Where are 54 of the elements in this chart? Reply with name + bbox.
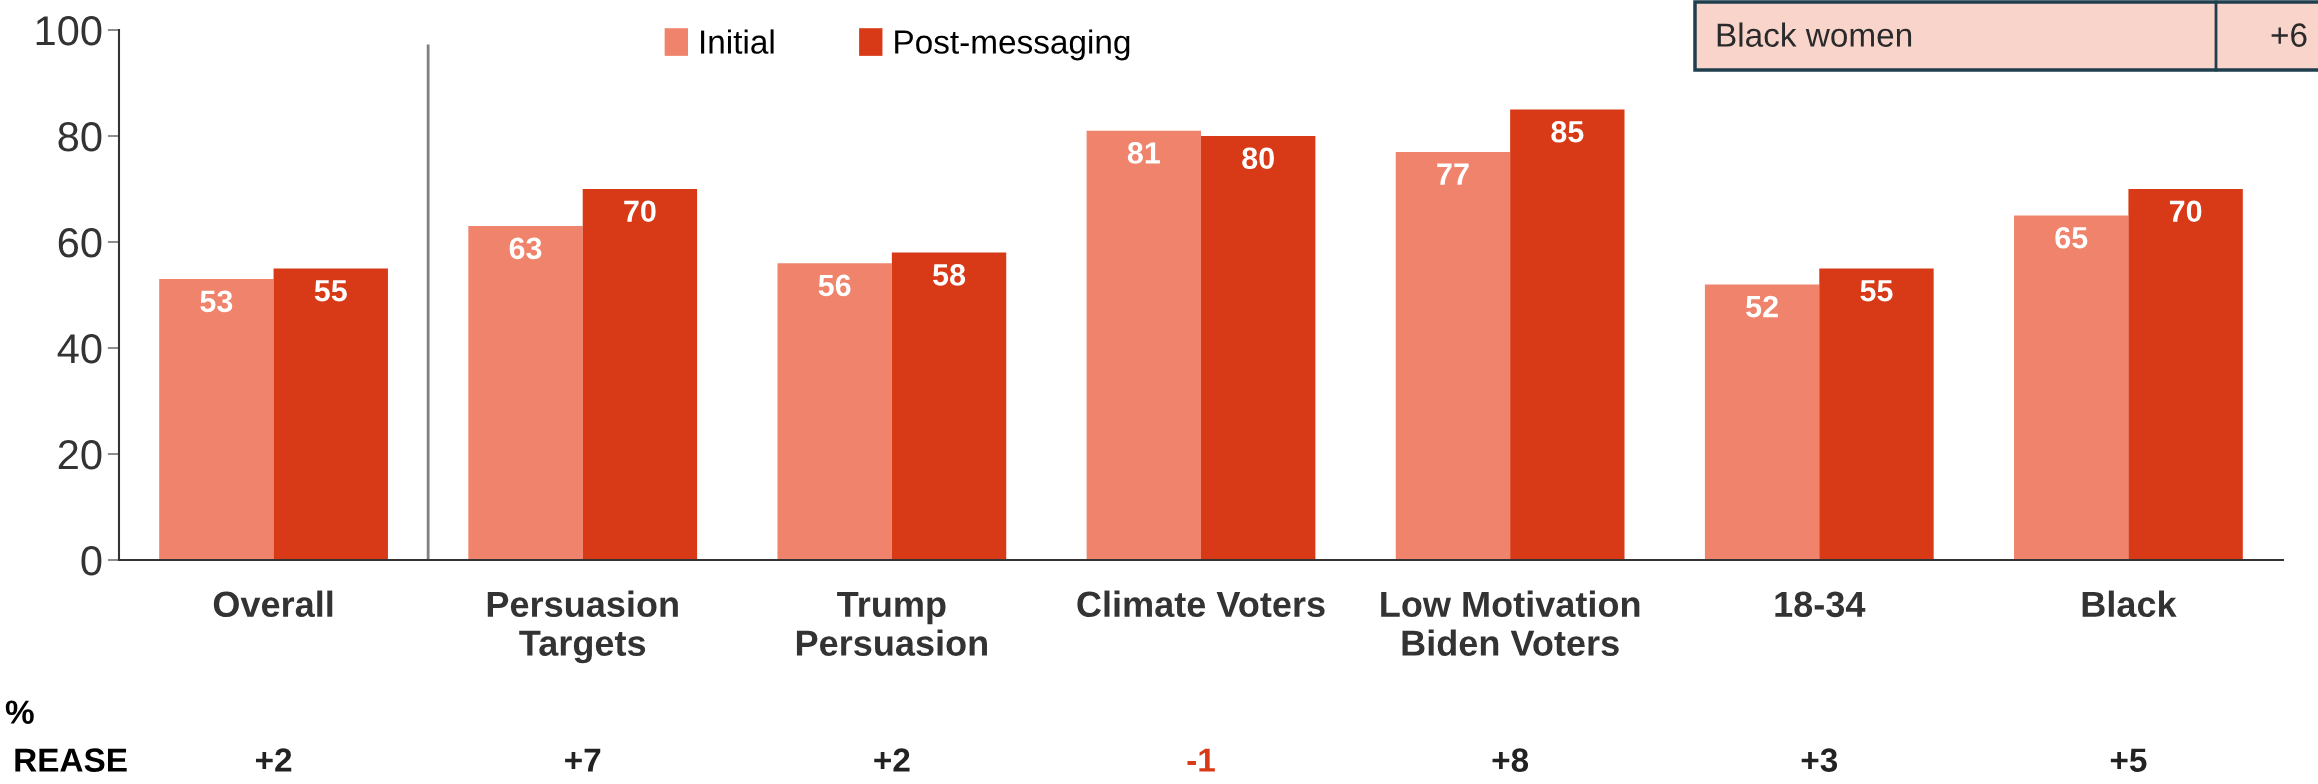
data-label: 55 xyxy=(314,280,347,302)
bar xyxy=(159,279,274,560)
y-tick-label: 100 xyxy=(36,16,102,46)
bar xyxy=(1510,109,1625,560)
text: +3 xyxy=(1801,748,1838,772)
data-label: 70 xyxy=(624,200,656,223)
y-tick-label: 20 xyxy=(58,440,102,470)
x-tick-label: 18-34 xyxy=(1775,591,1866,618)
text: +2 xyxy=(255,748,292,772)
annotation: +6 xyxy=(2271,23,2307,47)
text: +5 xyxy=(2110,748,2147,772)
bar xyxy=(273,268,388,560)
data-label: 65 xyxy=(2055,226,2088,249)
y-tick-label: 0 xyxy=(81,546,102,576)
data-label: 63 xyxy=(509,237,542,260)
bar xyxy=(582,189,698,560)
x-tick-label: Black xyxy=(2082,590,2177,618)
x-tick-label: Persuasion Targets xyxy=(487,590,678,664)
y-tick-label: 80 xyxy=(58,122,102,152)
x-tick-label: Overall xyxy=(213,590,333,618)
data-label: 81 xyxy=(1127,142,1160,164)
data-label: 70 xyxy=(2169,200,2202,223)
bar xyxy=(2128,189,2243,560)
data-label: 55 xyxy=(1860,280,1893,302)
bar xyxy=(777,263,892,560)
data-label: 58 xyxy=(933,264,966,286)
text: +2 xyxy=(874,748,910,772)
y-tick-label: 40 xyxy=(57,334,102,364)
data-label: 52 xyxy=(1746,295,1778,318)
y-tick-label: 60 xyxy=(58,228,102,258)
bar xyxy=(1086,130,1201,560)
bar xyxy=(2014,215,2129,560)
bar xyxy=(1395,151,1511,560)
text: REASE xyxy=(15,748,127,772)
legend-label: Initial xyxy=(701,29,774,54)
x-tick-label: Trump Persuasion xyxy=(796,591,987,656)
bar xyxy=(1704,284,1820,560)
x-tick-label: Climate Voters xyxy=(1077,590,1325,618)
bar xyxy=(468,226,583,560)
bar xyxy=(1201,136,1316,560)
text: +8 xyxy=(1492,748,1529,772)
data-label: 53 xyxy=(200,290,233,313)
text: -1 xyxy=(1187,748,1215,772)
text: % xyxy=(5,700,34,724)
data-label: 85 xyxy=(1551,120,1584,143)
legend-label: Post-messaging xyxy=(895,29,1130,61)
bar xyxy=(891,252,1007,560)
text: +7 xyxy=(565,748,601,772)
data-label: 77 xyxy=(1437,163,1469,185)
data-label: 56 xyxy=(818,274,851,297)
annotation: Black women xyxy=(1717,22,1912,47)
x-tick-label: Low Motivation Biden Voters xyxy=(1381,590,1640,656)
data-label: 80 xyxy=(1242,147,1274,170)
bar xyxy=(1819,268,1934,560)
